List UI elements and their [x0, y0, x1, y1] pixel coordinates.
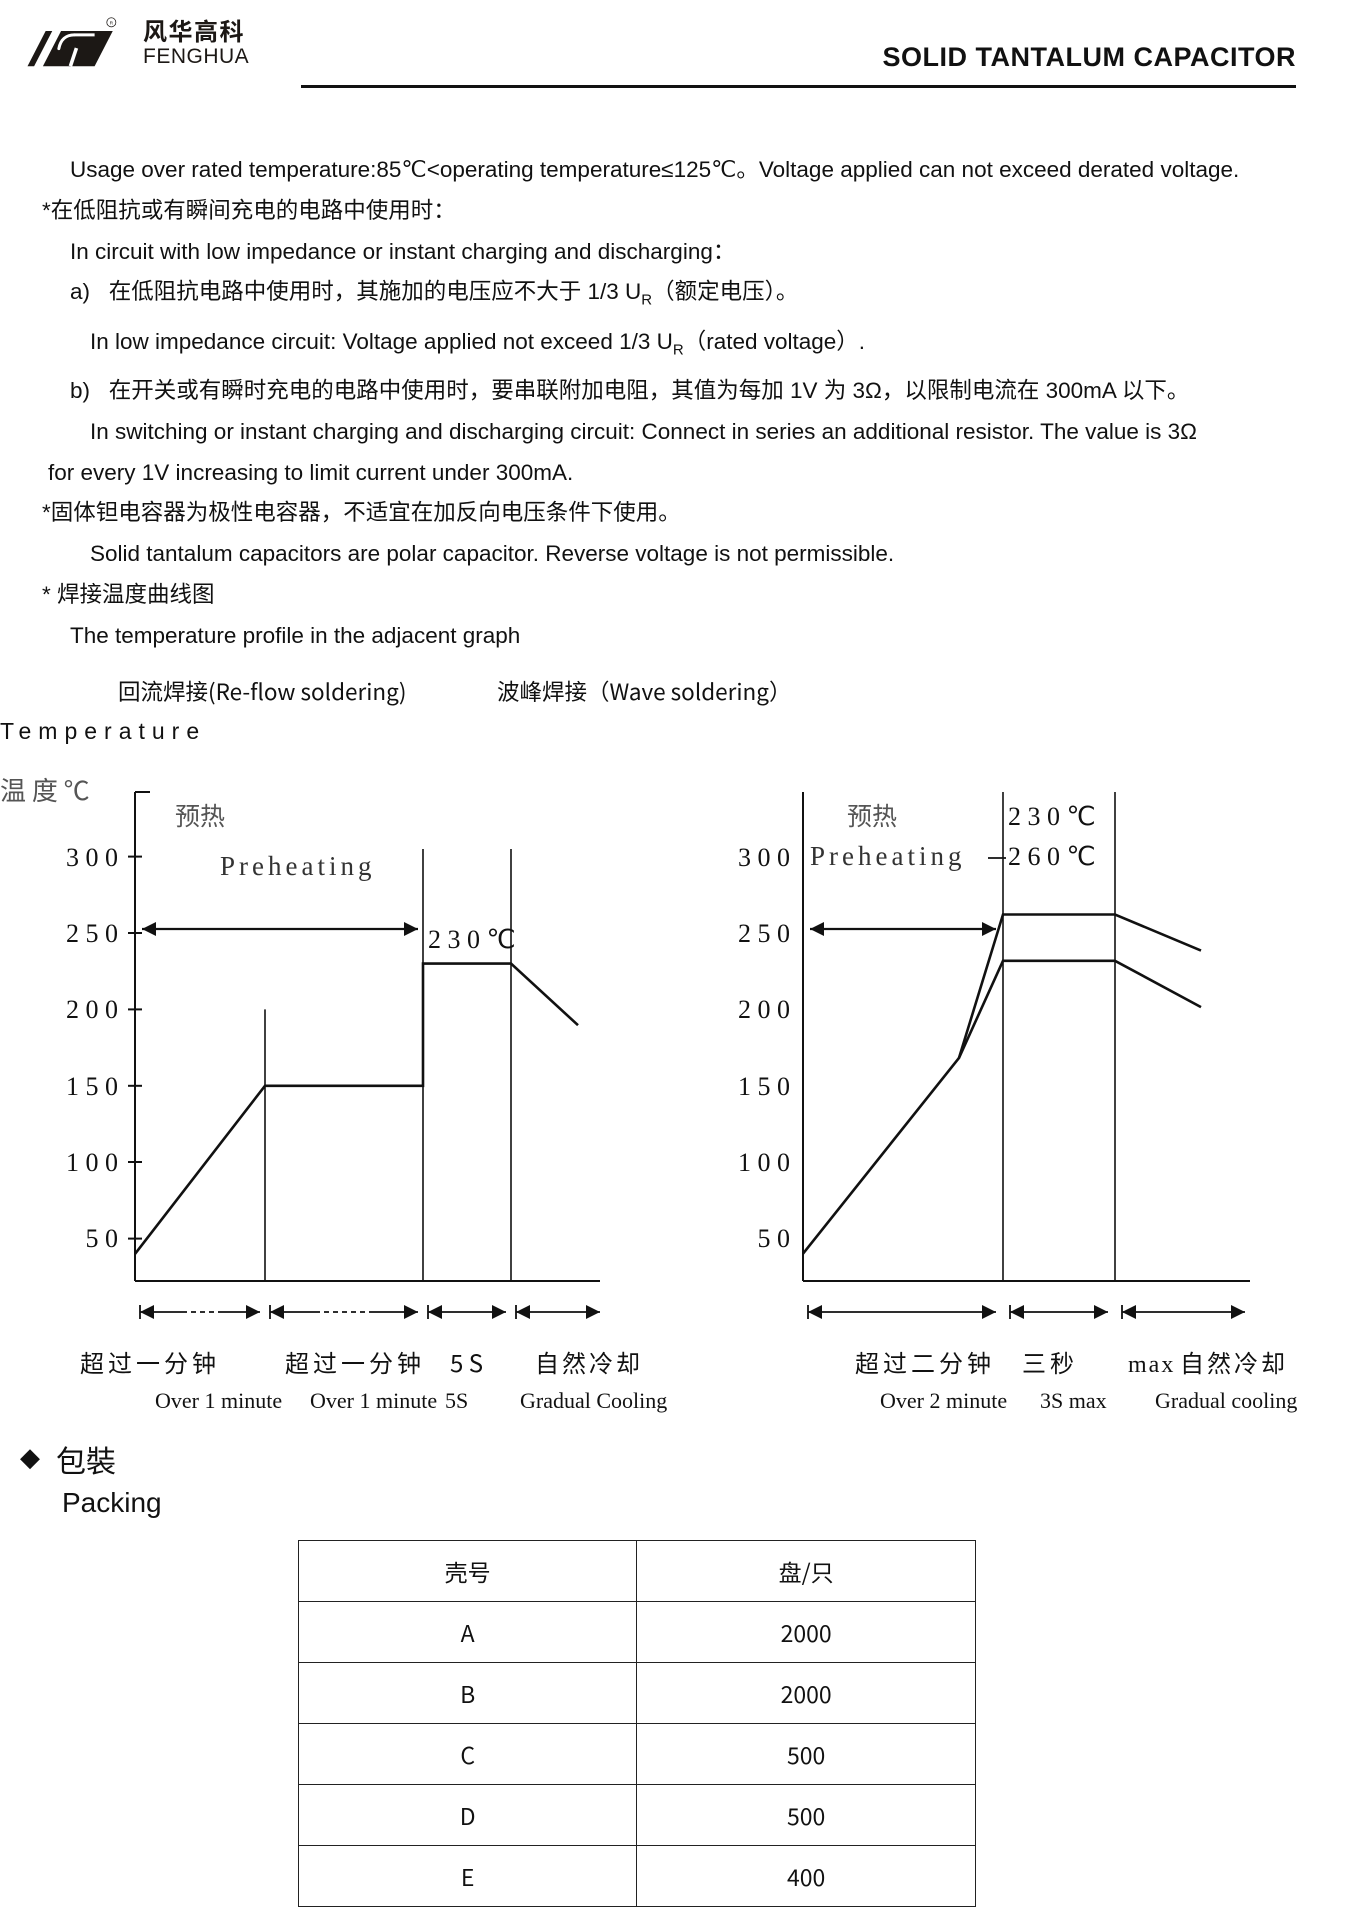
svg-text:三秒: 三秒 [1022, 1344, 1078, 1379]
svg-text:2 0 0: 2 0 0 [738, 995, 790, 1024]
svg-text:预热: 预热 [847, 797, 897, 833]
svg-text:2 5 0: 2 5 0 [738, 919, 790, 948]
svg-text:3 0 0: 3 0 0 [738, 843, 790, 872]
svg-text:1 0 0: 1 0 0 [738, 1148, 790, 1177]
svg-text:自然冷却: 自然冷却 [1180, 1344, 1288, 1379]
svg-text:max: max [1128, 1352, 1175, 1378]
svg-text:3S max: 3S max [1040, 1388, 1107, 1413]
svg-text:超过二分钟: 超过二分钟 [855, 1344, 995, 1379]
svg-text:5 0: 5 0 [758, 1224, 791, 1253]
svg-text:1 5 0: 1 5 0 [738, 1072, 790, 1101]
svg-text:Over 2 minute: Over 2 minute [880, 1388, 1007, 1413]
svg-text:Preheating: Preheating [810, 841, 965, 871]
svg-text:2 3 0 ℃: 2 3 0 ℃ [1008, 802, 1096, 831]
svg-text:2 6 0 ℃: 2 6 0 ℃ [1008, 842, 1096, 871]
svg-text:Gradual cooling: Gradual cooling [1155, 1388, 1297, 1413]
